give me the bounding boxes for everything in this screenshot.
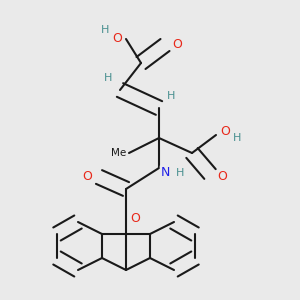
Text: H: H	[101, 25, 109, 35]
Text: O: O	[82, 170, 92, 184]
Text: H: H	[104, 73, 112, 83]
Text: H: H	[176, 167, 184, 178]
Text: O: O	[112, 32, 122, 46]
Text: Me: Me	[111, 148, 126, 158]
Text: H: H	[167, 91, 175, 101]
Text: O: O	[220, 125, 230, 139]
Text: O: O	[172, 38, 182, 52]
Text: N: N	[160, 166, 170, 179]
Text: H: H	[233, 133, 241, 143]
Text: O: O	[130, 212, 140, 226]
Text: O: O	[217, 170, 227, 184]
